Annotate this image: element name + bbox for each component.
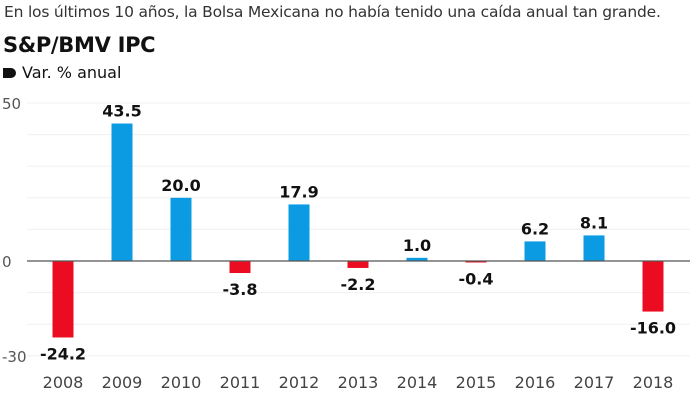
x-tick-label: 2018 — [633, 373, 674, 392]
bar-2013 — [347, 261, 369, 268]
x-tick-label: 2017 — [574, 373, 615, 392]
x-tick-label: 2013 — [338, 373, 379, 392]
bar-2014 — [406, 257, 428, 261]
chart-title: S&P/BMV IPC — [3, 33, 156, 57]
x-tick-label: 2010 — [161, 373, 202, 392]
bar-2015 — [465, 261, 487, 263]
x-tick-label: 2015 — [456, 373, 497, 392]
legend-marker-icon — [3, 67, 16, 78]
value-label: -24.2 — [40, 344, 86, 363]
bar-2010 — [170, 197, 192, 261]
legend: Var. % anual — [3, 63, 121, 82]
value-label: 43.5 — [102, 102, 141, 121]
x-tick-label: 2011 — [220, 373, 261, 392]
legend-label: Var. % anual — [22, 63, 122, 82]
value-label: -3.8 — [223, 280, 258, 299]
x-tick-label: 2009 — [102, 373, 143, 392]
y-tick-label: -30 — [2, 348, 27, 366]
bar-2016 — [524, 241, 546, 261]
y-tick-label: 50 — [2, 95, 21, 113]
value-label: 17.9 — [279, 182, 318, 201]
bar-2008 — [52, 261, 74, 338]
bar-2018 — [642, 261, 664, 312]
value-label: 6.2 — [521, 219, 549, 238]
bar-2017 — [583, 235, 605, 261]
x-tick-label: 2014 — [397, 373, 438, 392]
x-tick-label: 2016 — [515, 373, 556, 392]
value-label: -2.2 — [341, 275, 376, 294]
value-label: 8.1 — [580, 213, 608, 232]
value-label: 20.0 — [161, 176, 200, 195]
value-label: 1.0 — [403, 236, 431, 255]
value-label: -0.4 — [459, 269, 494, 288]
x-tick-label: 2012 — [279, 373, 320, 392]
bar-2009 — [111, 123, 133, 261]
chart-subtitle: En los últimos 10 años, la Bolsa Mexican… — [4, 3, 661, 21]
bar-2011 — [229, 261, 251, 274]
x-tick-label: 2008 — [43, 373, 84, 392]
bar-2012 — [288, 204, 310, 261]
value-label: -16.0 — [630, 319, 676, 338]
y-tick-label: 0 — [2, 253, 12, 271]
